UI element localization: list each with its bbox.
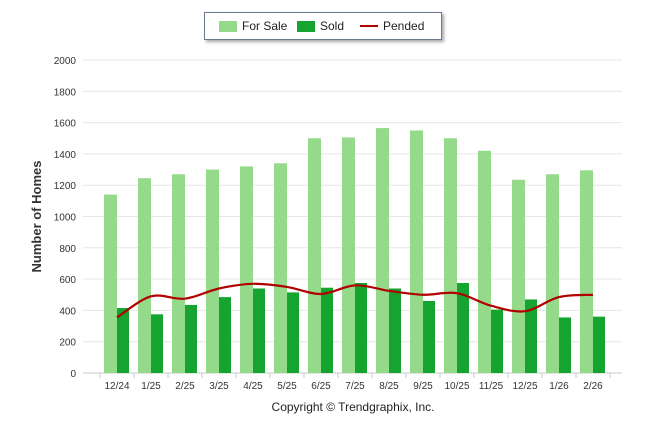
- bar-sold: [593, 316, 605, 373]
- line-pended: [116, 282, 594, 319]
- legend-item-pended: Pended: [360, 13, 424, 39]
- legend-item-sold: Sold: [297, 13, 344, 39]
- y-tick-label: 800: [59, 244, 76, 255]
- x-tick-label: 5/25: [277, 381, 297, 392]
- bar-for-sale: [376, 128, 389, 373]
- bar-sold: [219, 297, 231, 373]
- bar-for-sale: [546, 174, 559, 373]
- legend-label-for-sale: For Sale: [242, 19, 288, 33]
- bar-for-sale: [138, 178, 151, 373]
- y-tick-label: 0: [70, 369, 76, 380]
- x-tick-label: 2/26: [583, 381, 603, 392]
- bar-sold: [287, 292, 299, 373]
- legend-label-sold: Sold: [320, 19, 345, 33]
- bar-sold: [559, 317, 571, 373]
- x-tick-label: 6/25: [311, 381, 331, 392]
- copyright-text: Copyright © Trendgraphix, Inc.: [271, 400, 435, 414]
- bar-for-sale: [104, 194, 117, 373]
- bar-sold: [423, 301, 435, 373]
- bar-sold: [321, 287, 333, 373]
- legend-swatch-sold: [297, 20, 315, 32]
- bar-for-sale: [410, 130, 423, 373]
- y-axis-title: Number of Homes: [29, 161, 44, 273]
- bar-for-sale: [342, 137, 355, 373]
- x-tick-label: 1/26: [549, 381, 569, 392]
- y-tick-label: 1800: [54, 87, 77, 98]
- y-tick-label: 600: [59, 275, 76, 286]
- y-tick-label: 1400: [54, 150, 77, 161]
- bar-sold: [491, 309, 503, 373]
- bar-sold: [253, 288, 265, 373]
- bar-for-sale: [478, 150, 491, 373]
- x-tick-label: 11/25: [479, 381, 504, 392]
- legend: For Sale Sold Pended: [204, 12, 442, 40]
- x-tick-label: 1/25: [141, 381, 161, 392]
- bar-for-sale: [444, 138, 457, 373]
- legend-swatch-pended: [360, 25, 378, 27]
- y-tick-label: 1200: [54, 181, 77, 192]
- bar-for-sale: [512, 179, 525, 373]
- legend-swatch-for-sale: [219, 20, 237, 32]
- bar-for-sale: [580, 170, 593, 373]
- x-tick-label: 2/25: [175, 381, 195, 392]
- bar-for-sale: [240, 166, 253, 373]
- legend-item-for-sale: For Sale: [219, 13, 287, 39]
- x-tick-label: 12/24: [104, 381, 129, 392]
- bar-for-sale: [172, 174, 185, 373]
- y-tick-label: 1000: [54, 213, 77, 224]
- bar-sold: [525, 299, 537, 373]
- x-tick-label: 4/25: [243, 381, 263, 392]
- y-tick-label: 400: [59, 306, 76, 317]
- bar-sold: [151, 314, 163, 373]
- y-tick-label: 2000: [54, 56, 77, 67]
- bar-sold: [355, 283, 367, 373]
- bar-for-sale: [274, 163, 287, 373]
- x-tick-label: 7/25: [345, 381, 365, 392]
- y-tick-label: 200: [59, 338, 76, 349]
- bar-for-sale: [206, 169, 219, 373]
- x-tick-label: 3/25: [209, 381, 229, 392]
- x-tick-label: 12/25: [512, 381, 537, 392]
- y-tick-label: 1600: [54, 119, 77, 130]
- bar-sold: [457, 283, 469, 373]
- bar-sold: [117, 308, 129, 373]
- bar-sold: [389, 288, 401, 373]
- x-tick-label: 10/25: [444, 381, 469, 392]
- bar-sold: [185, 304, 197, 373]
- bar-for-sale: [308, 138, 321, 373]
- x-tick-label: 9/25: [413, 381, 433, 392]
- x-tick-label: 8/25: [379, 381, 399, 392]
- legend-label-pended: Pended: [383, 19, 425, 33]
